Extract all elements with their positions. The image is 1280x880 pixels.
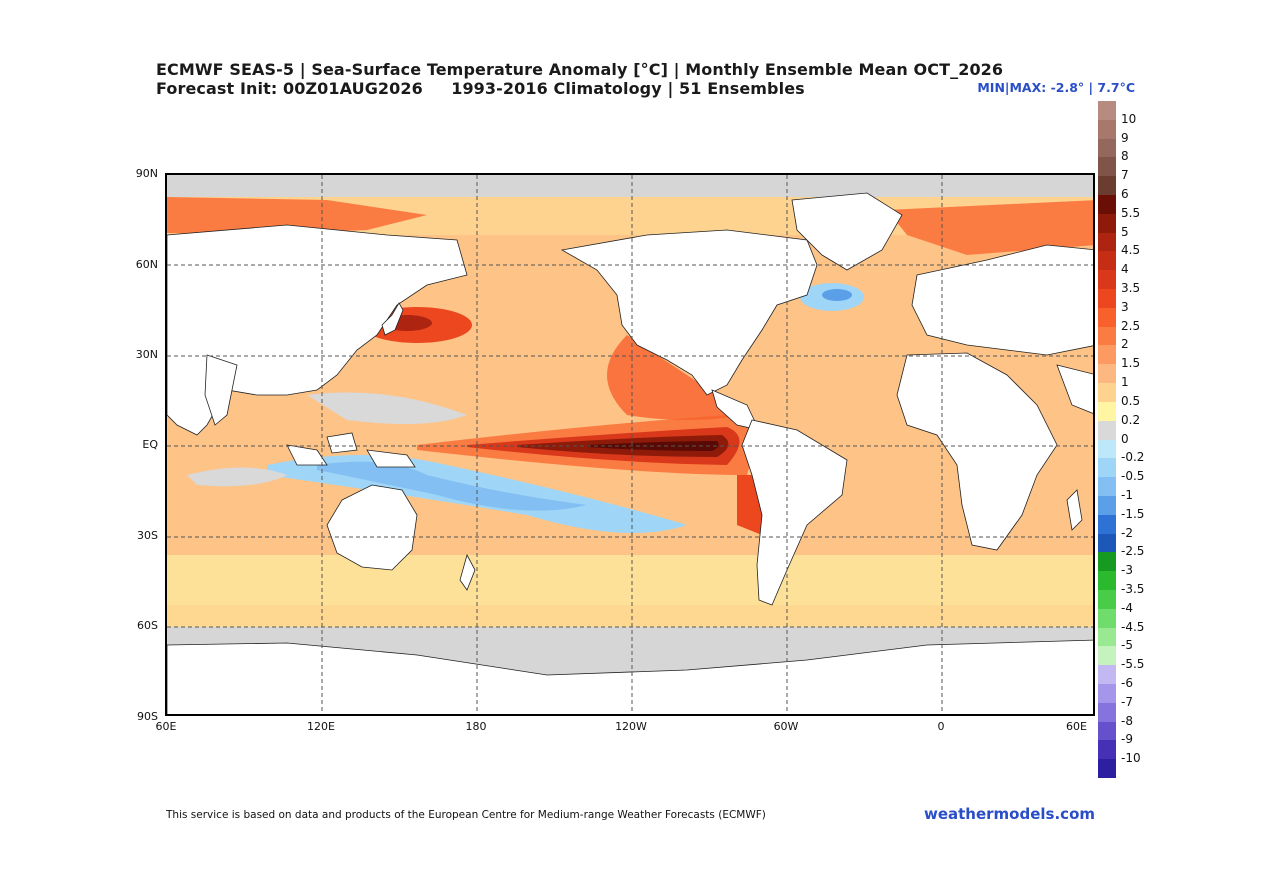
colorbar-swatch (1098, 683, 1116, 704)
colorbar-label: -2 (1121, 525, 1133, 540)
colorbar-label: 0 (1121, 431, 1129, 446)
colorbar-label: 1.5 (1121, 356, 1141, 371)
colorbar-swatch (1098, 176, 1116, 196)
colorbar-label: 7 (1121, 168, 1129, 183)
colorbar-swatch (1098, 439, 1116, 459)
colorbar-label: -3 (1121, 563, 1133, 578)
colorbar-swatch (1098, 420, 1116, 440)
brand-link[interactable]: weathermodels.com (923, 805, 1095, 823)
colorbar-label: -1 (1121, 487, 1133, 502)
lon-label-60e-left: 60E (155, 720, 177, 733)
colorbar-swatch (1098, 458, 1116, 478)
colorbar-swatch (1098, 119, 1116, 140)
colorbar-label: 10 (1121, 111, 1137, 126)
lat-label-30n: 30N (135, 348, 158, 361)
colorbar-label: -6 (1121, 675, 1133, 690)
colorbar-swatch (1098, 138, 1116, 158)
colorbar-swatch (1098, 646, 1116, 666)
colorbar-swatch (1098, 608, 1116, 629)
colorbar-label: 1 (1121, 375, 1129, 390)
colorbar-swatch (1098, 326, 1116, 346)
colorbar-label: 8 (1121, 149, 1129, 164)
colorbar-label: 4 (1121, 262, 1129, 277)
colorbar-swatch (1098, 270, 1116, 290)
colorbar-label: -1.5 (1121, 506, 1145, 521)
colorbar-swatch (1098, 665, 1116, 685)
lat-label-90s: 90S (137, 710, 158, 723)
lon-label-180: 180 (465, 720, 487, 733)
colorbar-swatch (1098, 477, 1116, 497)
colorbar (1098, 101, 1116, 779)
lon-label-120w: 120W (615, 720, 647, 733)
lon-label-0: 0 (937, 720, 945, 733)
colorbar-swatch (1098, 721, 1116, 741)
colorbar-swatch (1098, 195, 1116, 215)
colorbar-swatch (1098, 571, 1116, 591)
colorbar-label: -0.2 (1121, 450, 1145, 465)
colorbar-label: -7 (1121, 694, 1133, 709)
colorbar-swatch (1098, 759, 1116, 779)
colorbar-swatch (1098, 232, 1116, 252)
colorbar-label: 0.2 (1121, 412, 1141, 427)
colorbar-label: 5 (1121, 224, 1129, 239)
colorbar-swatch (1098, 401, 1116, 422)
colorbar-label: 0.5 (1121, 393, 1141, 408)
lat-label-60n: 60N (135, 258, 158, 271)
colorbar-swatch (1098, 514, 1116, 535)
lon-label-60w: 60W (773, 720, 799, 733)
colorbar-swatch (1098, 533, 1116, 553)
colorbar-label: -10 (1121, 751, 1141, 766)
colorbar-swatch (1098, 101, 1116, 121)
colorbar-swatch (1098, 307, 1116, 328)
colorbar-swatch (1098, 364, 1116, 384)
colorbar-label: 4.5 (1121, 243, 1141, 258)
colorbar-label: -4 (1121, 600, 1133, 615)
colorbar-label: -5 (1121, 638, 1133, 653)
colorbar-swatch (1098, 627, 1116, 647)
colorbar-label: 3.5 (1121, 281, 1141, 296)
colorbar-label: -3.5 (1121, 581, 1145, 596)
colorbar-label: 3 (1121, 299, 1129, 314)
colorbar-label: 5.5 (1121, 205, 1141, 220)
lat-label-90n: 90N (135, 167, 158, 180)
colorbar-swatch (1098, 213, 1116, 234)
chart-title: ECMWF SEAS-5 | Sea-Surface Temperature A… (156, 60, 1004, 79)
map-canvas (167, 175, 1093, 714)
colorbar-swatch (1098, 740, 1116, 760)
colorbar-swatch (1098, 495, 1116, 516)
anomaly-map (165, 173, 1095, 716)
colorbar-label: -5.5 (1121, 657, 1145, 672)
lat-label-60s: 60S (137, 619, 158, 632)
colorbar-swatch (1098, 702, 1116, 723)
colorbar-swatch (1098, 383, 1116, 403)
colorbar-label: -2.5 (1121, 544, 1145, 559)
chart-subtitle: Forecast Init: 00Z01AUG2026 1993-2016 Cl… (156, 79, 805, 98)
lon-label-120e: 120E (307, 720, 335, 733)
lat-label-30s: 30S (137, 529, 158, 542)
colorbar-swatch (1098, 289, 1116, 309)
colorbar-label: -8 (1121, 713, 1133, 728)
minmax-readout: MIN|MAX: -2.8° | 7.7°C (977, 80, 1135, 95)
lon-label-60e-right: 60E (1066, 720, 1087, 733)
colorbar-label: 2.5 (1121, 318, 1141, 333)
colorbar-label: 2 (1121, 337, 1129, 352)
lat-label-eq: EQ (142, 438, 158, 451)
colorbar-swatch (1098, 157, 1116, 177)
colorbar-label: -4.5 (1121, 619, 1145, 634)
colorbar-swatch (1098, 589, 1116, 610)
colorbar-swatch (1098, 552, 1116, 572)
colorbar-label: 6 (1121, 187, 1129, 202)
colorbar-swatch (1098, 251, 1116, 271)
colorbar-label: -0.5 (1121, 469, 1145, 484)
colorbar-label: 9 (1121, 130, 1129, 145)
footer-credit: This service is based on data and produc… (166, 809, 766, 821)
colorbar-swatch (1098, 345, 1116, 365)
colorbar-label: -9 (1121, 732, 1133, 747)
